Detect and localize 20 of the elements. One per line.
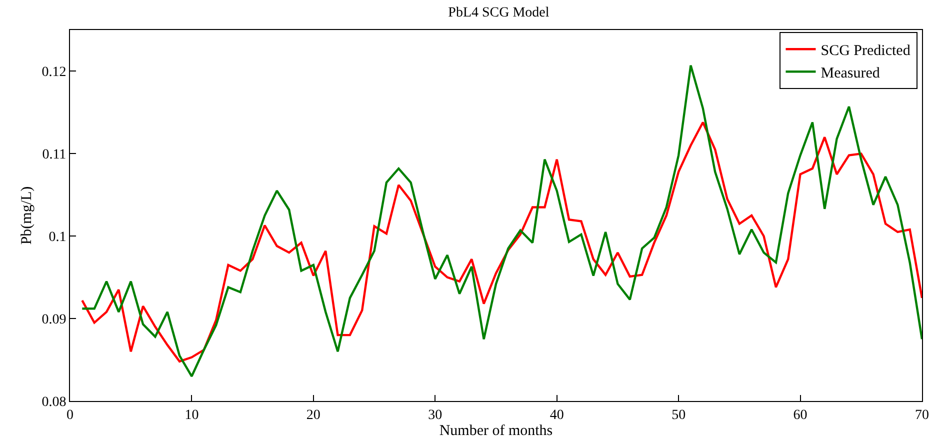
line-series [81,64,922,378]
chart-title: PbL4 SCG Model [448,6,550,21]
x-tick-label: 50 [672,408,686,423]
y-tick-label: 0.12 [42,65,66,80]
y-tick-label: 0.11 [42,148,66,163]
x-tick-label: 60 [793,408,808,423]
y-tick-label: 0.1 [48,230,66,246]
x-tick-label: 0 [66,408,74,423]
x-tick-label: 40 [550,408,564,423]
y-tick-label: 0.09 [42,312,66,328]
x-tick-label: 20 [306,408,320,423]
x-tick-label: 10 [184,408,199,423]
line-series [81,121,922,363]
x-tick-label: 70 [915,408,929,423]
y-axis-title: Pb(mg/L) [18,186,35,245]
y-tick-label: 0.08 [42,394,66,410]
legend-label: SCG Predicted [820,42,911,59]
x-tick-label: 30 [428,408,442,423]
x-axis-title: Number of months [439,422,553,439]
legend-label: Measured [820,65,880,82]
